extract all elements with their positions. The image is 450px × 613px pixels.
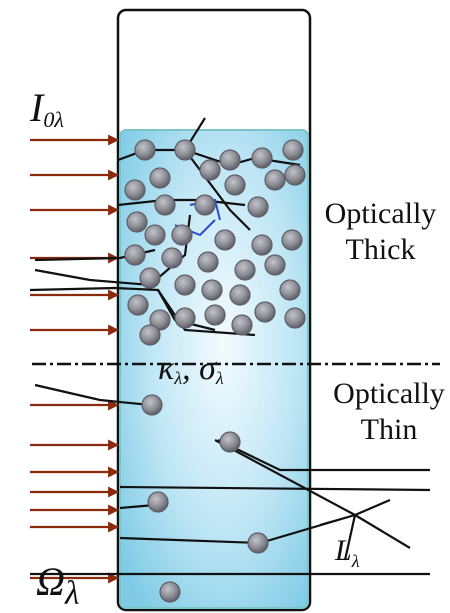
thick-line-2: Thick — [345, 233, 416, 266]
optically-thin-label: Optically Thin — [330, 376, 448, 448]
incident-intensity-label: I0λ — [30, 85, 64, 132]
incident-arrows — [30, 134, 120, 584]
coefficients-label: κλ, σλ — [158, 350, 224, 388]
solid-angle-label: Ωλ — [36, 559, 80, 612]
thick-line-1: Optically — [324, 197, 437, 230]
thin-line-1: Optically — [333, 377, 445, 410]
optically-thick-label: Optically Thick — [318, 196, 443, 268]
path-length-label: Lλ — [335, 534, 360, 571]
thin-line-2: Thin — [360, 413, 418, 446]
particles — [124, 139, 306, 603]
